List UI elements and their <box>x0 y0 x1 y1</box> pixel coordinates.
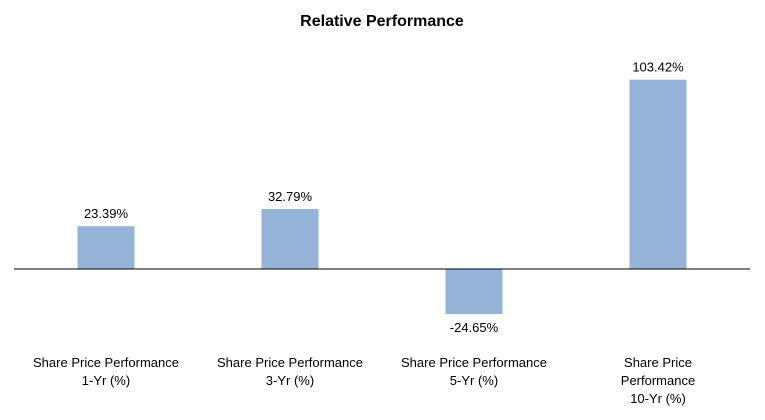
category-label-2-line-2: 3-Yr (%) <box>266 373 314 388</box>
category-label-4-line-3: 10-Yr (%) <box>630 391 686 406</box>
category-label-1-line-2: 1-Yr (%) <box>82 373 130 388</box>
data-label-4: 103.42% <box>632 60 684 75</box>
bars-layer <box>77 79 687 315</box>
bar-1 <box>77 226 135 269</box>
category-label-2-line-1: Share Price Performance <box>217 355 363 370</box>
category-label-4-line-1: Share Price <box>624 355 692 370</box>
bar-3 <box>445 269 503 315</box>
data-label-2: 32.79% <box>268 189 313 204</box>
category-label-1-line-1: Share Price Performance <box>33 355 179 370</box>
data-label-3: -24.65% <box>450 320 499 335</box>
category-labels-layer: Share Price Performance 1-Yr (%) Share Pri… <box>33 355 695 406</box>
bar-2 <box>261 209 319 269</box>
category-label-3-line-2: 5-Yr (%) <box>450 373 498 388</box>
bar-4 <box>629 79 687 269</box>
category-label-3-line-1: Share Price Performance <box>401 355 547 370</box>
chart-title: Relative Performance <box>300 13 464 30</box>
data-label-1: 23.39% <box>84 206 129 221</box>
category-label-4-line-2: Performance <box>621 373 695 388</box>
data-labels-layer: 23.39% 32.79% -24.65% 103.42% <box>84 60 684 335</box>
